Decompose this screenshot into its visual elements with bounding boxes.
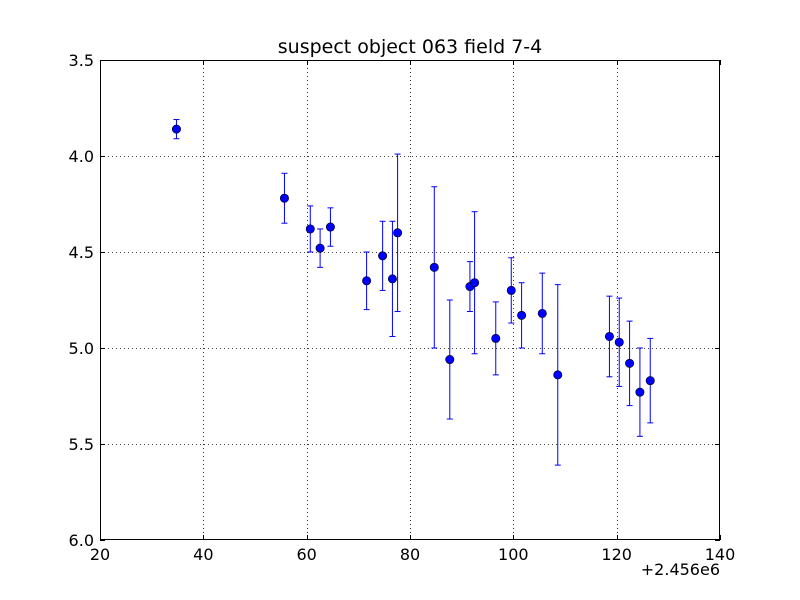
x-tick-label: 120 — [601, 545, 632, 564]
data-point — [491, 333, 501, 343]
data-point — [635, 387, 645, 397]
data-point — [625, 358, 635, 368]
data-point — [445, 355, 455, 365]
x-tick-labels: 20 40 60 80 100 120 140 — [90, 545, 735, 564]
y-tick-label: 4.0 — [69, 147, 94, 166]
x-tick-label: 20 — [90, 545, 110, 564]
data-point — [362, 276, 372, 286]
data-point — [553, 370, 563, 380]
data-point — [645, 376, 655, 386]
data-point — [470, 278, 480, 288]
x-tick-label: 100 — [498, 545, 529, 564]
y-tick-label: 5.5 — [69, 435, 94, 454]
x-tick-label: 60 — [296, 545, 316, 564]
ticks — [100, 60, 721, 541]
data-point — [537, 308, 547, 318]
y-tick-label: 3.5 — [69, 51, 94, 70]
data-point — [315, 243, 325, 253]
data-point — [171, 124, 181, 134]
data-point — [506, 285, 516, 295]
axes-background — [100, 60, 720, 540]
data-point — [604, 331, 614, 341]
x-offset-label: +2.456e6 — [641, 560, 720, 579]
data-point — [517, 310, 527, 320]
x-tick-label: 40 — [193, 545, 213, 564]
chart-title: suspect object 063 field 7-4 — [278, 36, 543, 58]
data-point — [325, 222, 335, 232]
y-tick-label: 5.0 — [69, 339, 94, 358]
data-point — [279, 193, 289, 203]
error-bars — [173, 119, 654, 466]
grid — [100, 60, 720, 540]
y-tick-label: 6.0 — [69, 531, 94, 550]
y-tick-labels: 3.5 4.0 4.5 5.0 5.5 6.0 — [69, 51, 94, 550]
data-point — [614, 337, 624, 347]
data-point — [393, 228, 403, 238]
plot-area — [100, 60, 721, 541]
data-points — [171, 124, 655, 397]
x-tick-label: 140 — [705, 545, 736, 564]
y-tick-label: 4.5 — [69, 243, 94, 262]
data-point — [305, 224, 315, 234]
x-tick-label: 80 — [400, 545, 420, 564]
data-point — [429, 262, 439, 272]
data-point — [387, 274, 397, 284]
data-point — [378, 251, 388, 261]
